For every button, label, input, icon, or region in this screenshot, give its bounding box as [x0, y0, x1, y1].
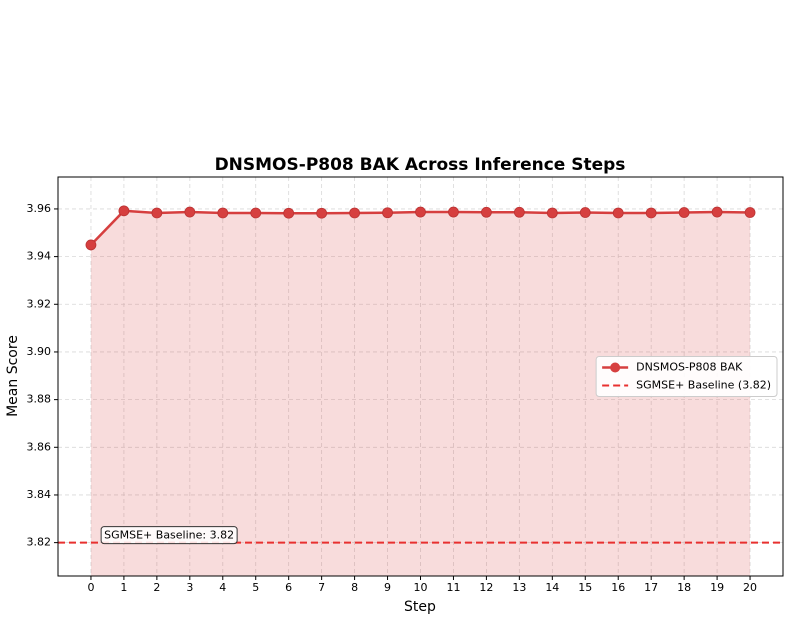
- marker: [217, 207, 229, 219]
- x-tick-label: 16: [611, 581, 625, 594]
- legend-label: DNSMOS-P808 BAK: [636, 361, 743, 374]
- x-tick-label: 2: [153, 581, 160, 594]
- x-tick-label: 17: [644, 581, 658, 594]
- marker: [382, 207, 393, 219]
- x-tick-label: 1: [120, 581, 127, 594]
- legend-label: SGMSE+ Baseline (3.82): [636, 379, 771, 392]
- baseline-annotation: SGMSE+ Baseline: 3.82: [104, 529, 234, 542]
- marker: [645, 207, 657, 219]
- marker: [184, 206, 196, 218]
- x-tick-label: 5: [252, 581, 259, 594]
- chart-title: DNSMOS-P808 BAK Across Inference Steps: [215, 155, 626, 175]
- x-tick-label: 19: [710, 581, 724, 594]
- marker: [85, 239, 97, 251]
- marker: [283, 207, 295, 219]
- x-tick-label: 18: [677, 581, 691, 594]
- marker: [711, 206, 723, 218]
- x-tick-label: 20: [743, 581, 757, 594]
- marker: [151, 207, 163, 219]
- legend: DNSMOS-P808 BAK SGMSE+ Baseline (3.82): [595, 356, 778, 397]
- marker: [118, 205, 130, 217]
- x-tick-label: 12: [479, 581, 493, 594]
- marker: [579, 207, 591, 218]
- marker: [415, 206, 426, 218]
- y-tick-label: 3.94: [27, 250, 52, 263]
- plot-frame: [57, 176, 784, 577]
- x-tick-label: 7: [318, 581, 325, 594]
- annotation-box: [100, 526, 238, 545]
- y-tick-label: 3.84: [27, 488, 52, 501]
- y-tick-label: 3.88: [27, 393, 52, 406]
- y-tick-label: 3.96: [27, 202, 52, 215]
- x-tick-label: 4: [219, 581, 226, 594]
- marker: [678, 207, 690, 218]
- x-tick-label: 8: [351, 581, 358, 594]
- area-fill: [90, 210, 751, 576]
- x-tick-label: 0: [87, 581, 94, 594]
- x-tick-label: 14: [545, 581, 559, 594]
- marker: [448, 206, 459, 218]
- marker: [612, 207, 624, 219]
- y-tick-label: 3.86: [27, 440, 52, 453]
- x-tick-label: 3: [186, 581, 193, 594]
- x-tick-label: 10: [414, 581, 428, 594]
- marker: [513, 206, 525, 218]
- legend-box: [595, 356, 778, 397]
- x-tick-label: 9: [384, 581, 391, 594]
- y-tick-label: 3.90: [27, 345, 52, 358]
- marker: [546, 207, 558, 219]
- marker: [744, 207, 756, 218]
- marker: [250, 207, 262, 219]
- y-axis-label: Mean Score: [5, 335, 21, 417]
- x-tick-label: 11: [446, 581, 460, 594]
- y-tick-label: 3.82: [27, 536, 52, 549]
- marker: [481, 206, 492, 218]
- x-tick-label: 6: [285, 581, 292, 594]
- marker: [316, 207, 328, 219]
- y-tick-label: 3.92: [27, 297, 52, 310]
- x-tick-label: 15: [578, 581, 592, 594]
- legend-marker: [610, 362, 621, 373]
- x-tick-label: 13: [512, 581, 526, 594]
- x-axis-label: Step: [404, 599, 436, 615]
- marker: [349, 207, 360, 219]
